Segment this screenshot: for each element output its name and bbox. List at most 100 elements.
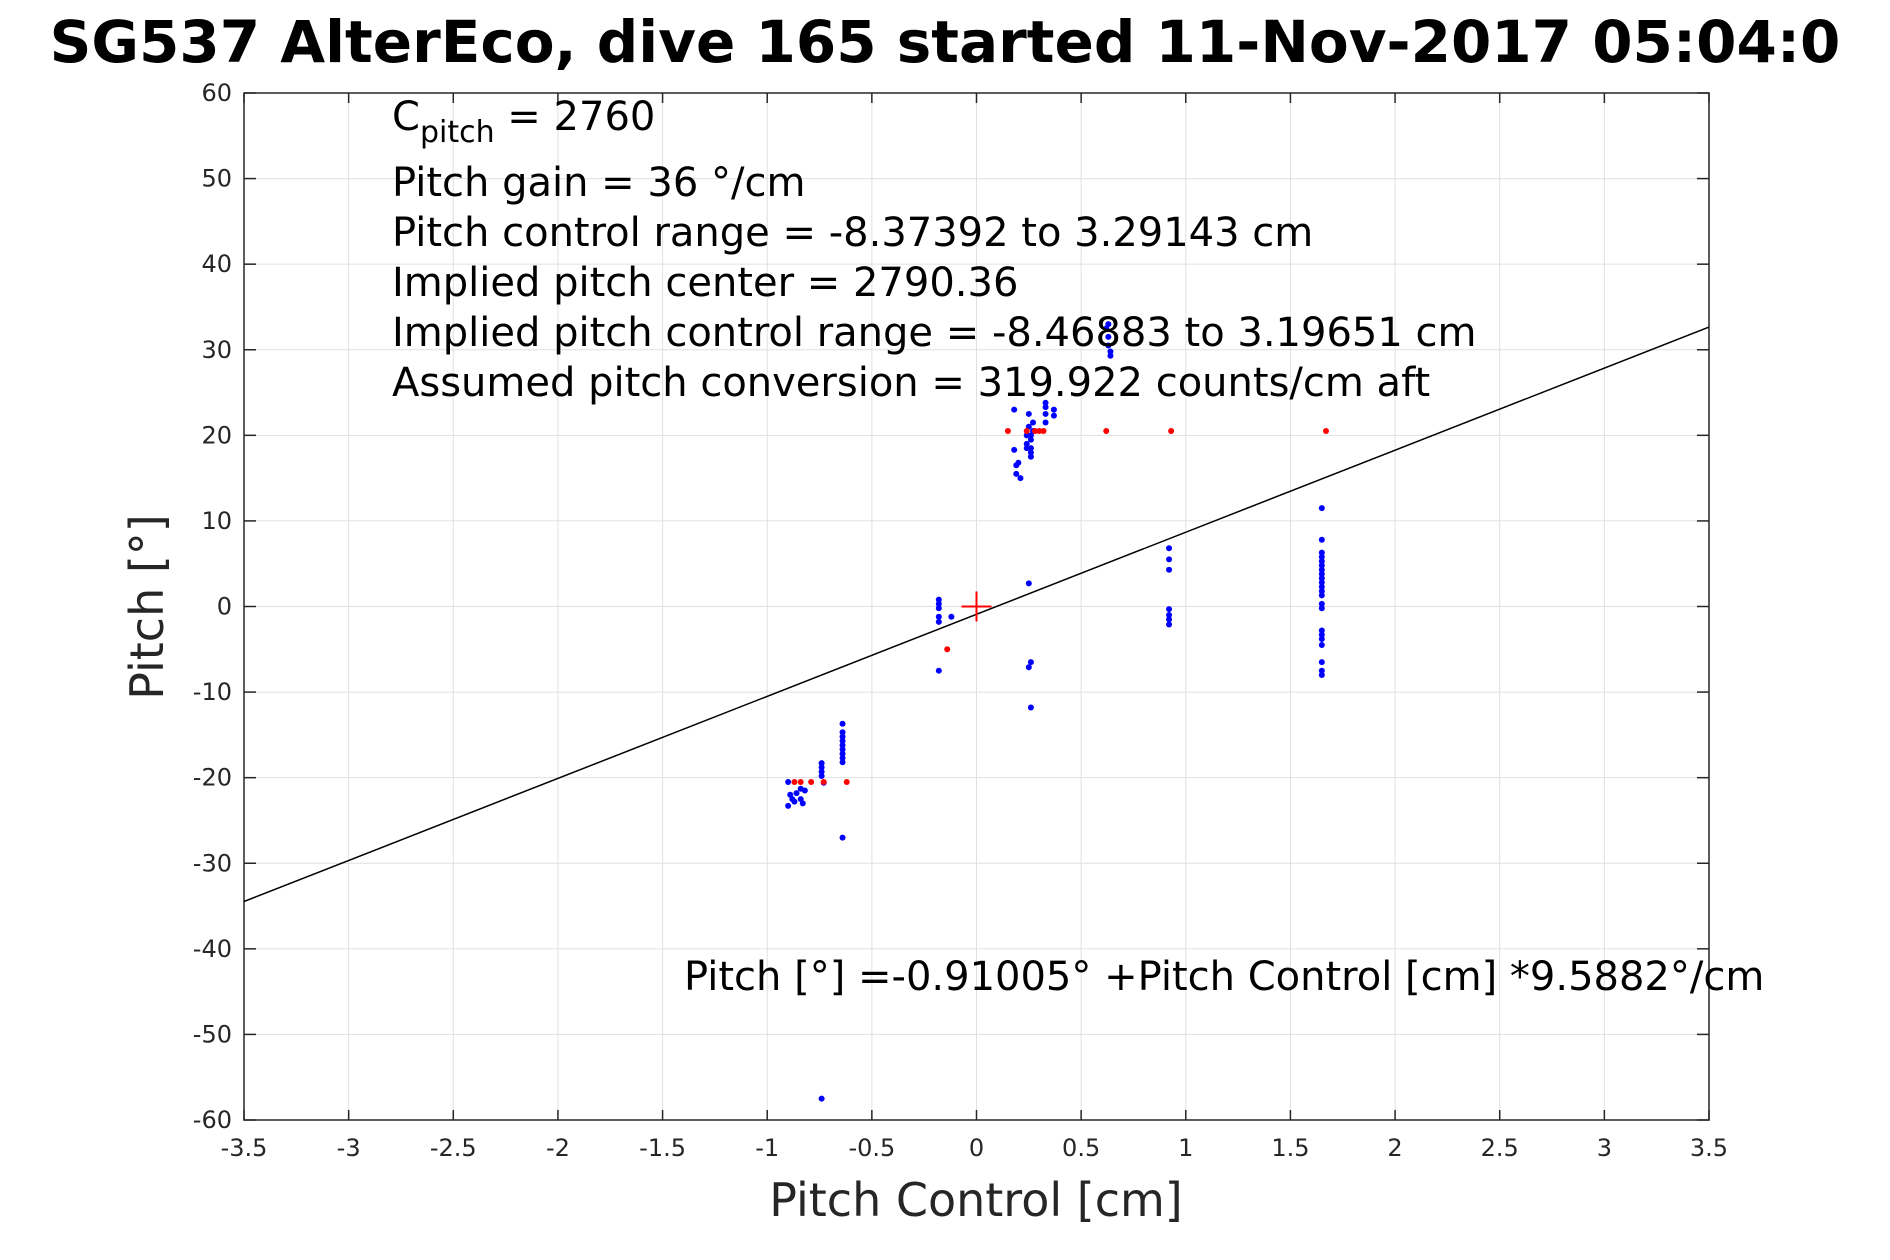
data-point (935, 618, 942, 625)
data-point (1013, 470, 1020, 477)
data-point (1166, 616, 1173, 623)
x-axis-label: Pitch Control [cm] (769, 1173, 1183, 1227)
data-point (1166, 621, 1173, 628)
y-tick-label: 30 (201, 336, 232, 364)
data-point (839, 750, 846, 757)
x-tick-label: 0.5 (1062, 1134, 1100, 1162)
y-tick-label: 40 (201, 250, 232, 278)
data-point (818, 768, 825, 775)
data-point (1103, 325, 1110, 332)
data-point (935, 613, 942, 620)
data-point (839, 742, 846, 749)
data-point (1027, 453, 1034, 460)
data-point (1015, 459, 1022, 466)
x-tick-label: -1 (755, 1134, 779, 1162)
data-point (1166, 545, 1173, 552)
data-point (1027, 445, 1034, 452)
pitch-control-range-annotation: Pitch control range = -8.37392 to 3.2914… (392, 210, 1313, 256)
data-point (839, 754, 846, 761)
data-point (1004, 428, 1011, 435)
x-tick-label: -0.5 (848, 1134, 895, 1162)
data-point (1042, 399, 1049, 406)
y-tick-label: -10 (193, 678, 232, 706)
c-pitch-annotation: Cpitch = 2760 (392, 94, 655, 150)
c-pitch-label: C (392, 94, 420, 140)
data-point (1023, 432, 1030, 439)
data-point (1105, 342, 1112, 349)
plot-frame (243, 92, 1710, 1121)
data-point (839, 759, 846, 766)
x-tick-label: 2.5 (1481, 1134, 1519, 1162)
c-pitch-subscript: pitch (420, 115, 495, 150)
data-point (797, 778, 804, 785)
data-point (808, 778, 815, 785)
data-point (1318, 553, 1325, 560)
data-point (1166, 556, 1173, 563)
x-tick-label: 1 (1178, 1134, 1193, 1162)
x-tick-label: 2 (1387, 1134, 1402, 1162)
data-point (1042, 410, 1049, 417)
data-point (818, 764, 825, 771)
x-tick-label: 0 (969, 1134, 984, 1162)
data-point (1318, 583, 1325, 590)
data-point (1023, 440, 1030, 447)
data-point (1107, 352, 1114, 359)
x-tick-label: -3.5 (221, 1134, 268, 1162)
data-point (793, 790, 800, 797)
data-point (818, 760, 825, 767)
data-point (839, 729, 846, 736)
y-tick-label: 20 (201, 421, 232, 449)
data-point (935, 596, 942, 603)
data-point (818, 772, 825, 779)
data-point (839, 834, 846, 841)
data-point (1027, 659, 1034, 666)
data-point (1318, 579, 1325, 586)
data-point (799, 800, 806, 807)
data-point (1318, 505, 1325, 512)
data-point (1050, 406, 1057, 413)
y-tick-label: -50 (193, 1020, 232, 1048)
data-point (1103, 428, 1110, 435)
data-point (1318, 549, 1325, 556)
data-point (839, 746, 846, 753)
data-point (1042, 404, 1049, 411)
data-point (1318, 566, 1325, 573)
y-tick-layer: -60 -50 -40 -30 -20 -10 0 10 20 30 40 50 60 (193, 79, 1709, 1134)
data-point (1025, 410, 1032, 417)
data-point (935, 667, 942, 674)
data-point (1318, 627, 1325, 634)
y-tick-label: -20 (193, 764, 232, 792)
data-point (1318, 659, 1325, 666)
data-point (1011, 406, 1018, 413)
data-point (791, 778, 798, 785)
data-point (1027, 704, 1034, 711)
data-point (1166, 606, 1173, 613)
x-tick-label: -2.5 (430, 1134, 477, 1162)
data-point (1105, 333, 1112, 340)
data-point (1318, 558, 1325, 565)
x-tick-label: 1.5 (1271, 1134, 1309, 1162)
grid-layer (243, 92, 1710, 1121)
data-point (1318, 600, 1325, 607)
data-point (839, 733, 846, 740)
fit-equation-annotation: Pitch [°] =-0.91005° +Pitch Control [cm]… (684, 954, 1764, 1000)
data-point (1318, 605, 1325, 612)
data-point (1023, 428, 1030, 435)
data-point (1318, 570, 1325, 577)
data-point (1318, 588, 1325, 595)
c-pitch-value: = 2760 (495, 94, 656, 140)
center-marker (961, 591, 992, 622)
data-point (797, 785, 804, 792)
data-point (1023, 445, 1030, 452)
data-point (1166, 566, 1173, 573)
data-point (1318, 642, 1325, 649)
y-tick-label: -30 (193, 849, 232, 877)
implied-pitch-center-annotation: Implied pitch center = 2790.36 (392, 260, 1018, 306)
data-point (785, 778, 792, 785)
data-point (1318, 536, 1325, 543)
data-point (818, 1095, 825, 1102)
data-point (944, 646, 951, 653)
data-point (820, 778, 827, 785)
data-point (1011, 446, 1018, 453)
